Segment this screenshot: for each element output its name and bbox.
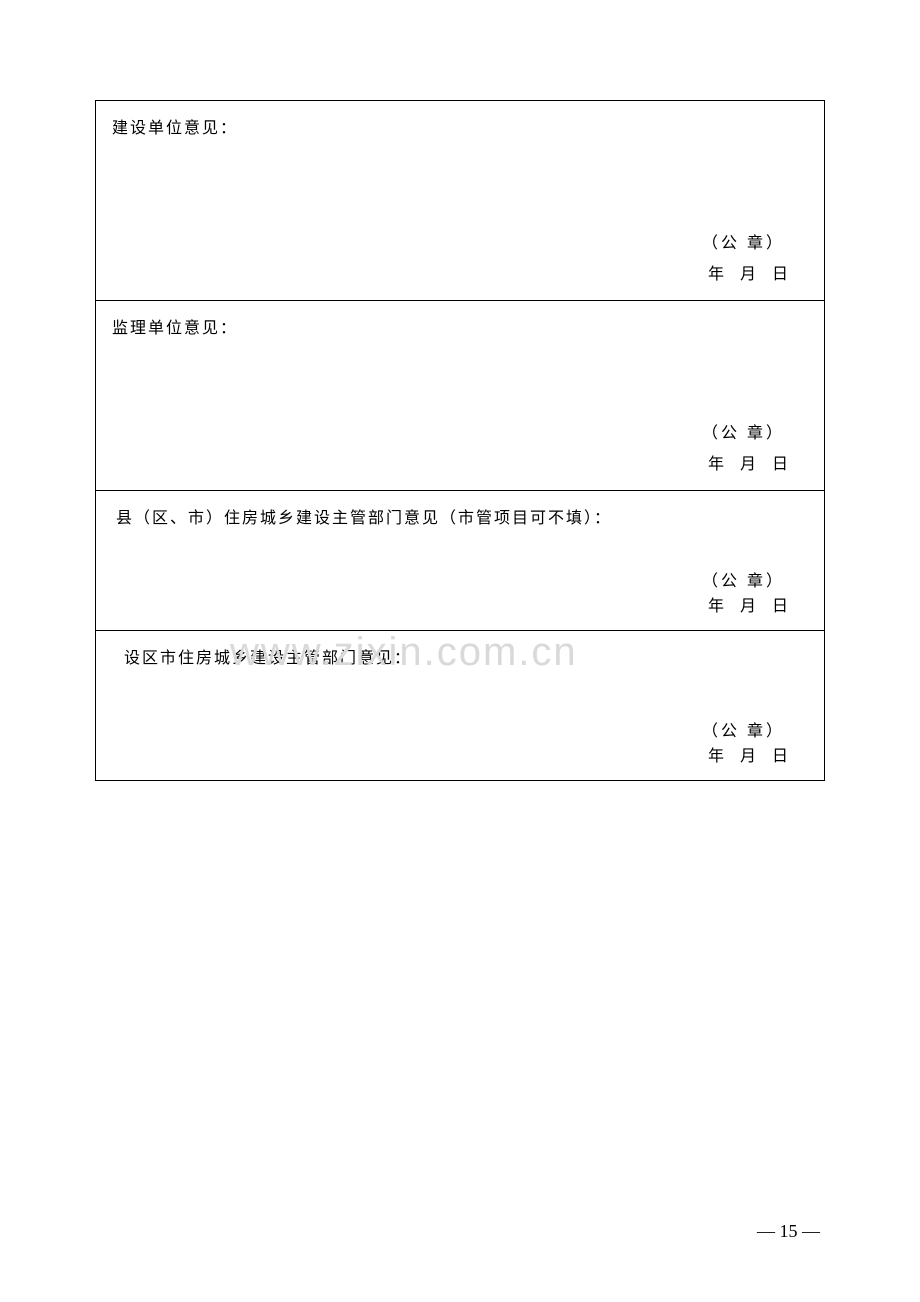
month-label: 月 (740, 266, 756, 283)
year-label: 年 (708, 748, 724, 765)
year-label: 年 (708, 598, 724, 615)
section-title: 建设单位意见： (112, 115, 808, 144)
day-label: 日 (772, 598, 788, 615)
seal-label: （公 章） (702, 569, 794, 595)
date-line: 年 月 日 (702, 744, 794, 770)
seal-label: （公 章） (702, 419, 794, 449)
opinion-form-table: 建设单位意见： （公 章） 年 月 日 监理单位意见： （公 章） 年 月 日 (95, 100, 825, 781)
seal-date-block: （公 章） 年 月 日 (702, 569, 794, 620)
section-title: 设区市住房城乡建设主管部门意见： (112, 645, 808, 674)
day-label: 日 (772, 748, 788, 765)
date-line: 年 月 日 (702, 260, 794, 290)
seal-label: （公 章） (702, 719, 794, 745)
year-label: 年 (708, 456, 724, 473)
section-supervision-unit: 监理单位意见： （公 章） 年 月 日 (96, 301, 825, 491)
month-label: 月 (740, 748, 756, 765)
seal-label: （公 章） (702, 229, 794, 259)
month-label: 月 (740, 456, 756, 473)
section-city-department: 设区市住房城乡建设主管部门意见： （公 章） 年 月 日 (96, 631, 825, 781)
month-label: 月 (740, 598, 756, 615)
seal-date-block: （公 章） 年 月 日 (702, 719, 794, 770)
date-line: 年 月 日 (702, 450, 794, 480)
seal-date-block: （公 章） 年 月 日 (702, 229, 794, 290)
page-number: — 15 — (757, 1221, 820, 1242)
section-title: 县（区、市）住房城乡建设主管部门意见（市管项目可不填）： (112, 505, 808, 534)
section-construction-unit: 建设单位意见： （公 章） 年 月 日 (96, 101, 825, 301)
year-label: 年 (708, 266, 724, 283)
seal-date-block: （公 章） 年 月 日 (702, 419, 794, 480)
section-county-department: 县（区、市）住房城乡建设主管部门意见（市管项目可不填）： （公 章） 年 月 日 (96, 491, 825, 631)
date-line: 年 月 日 (702, 594, 794, 620)
day-label: 日 (772, 266, 788, 283)
day-label: 日 (772, 456, 788, 473)
section-title: 监理单位意见： (112, 315, 808, 344)
